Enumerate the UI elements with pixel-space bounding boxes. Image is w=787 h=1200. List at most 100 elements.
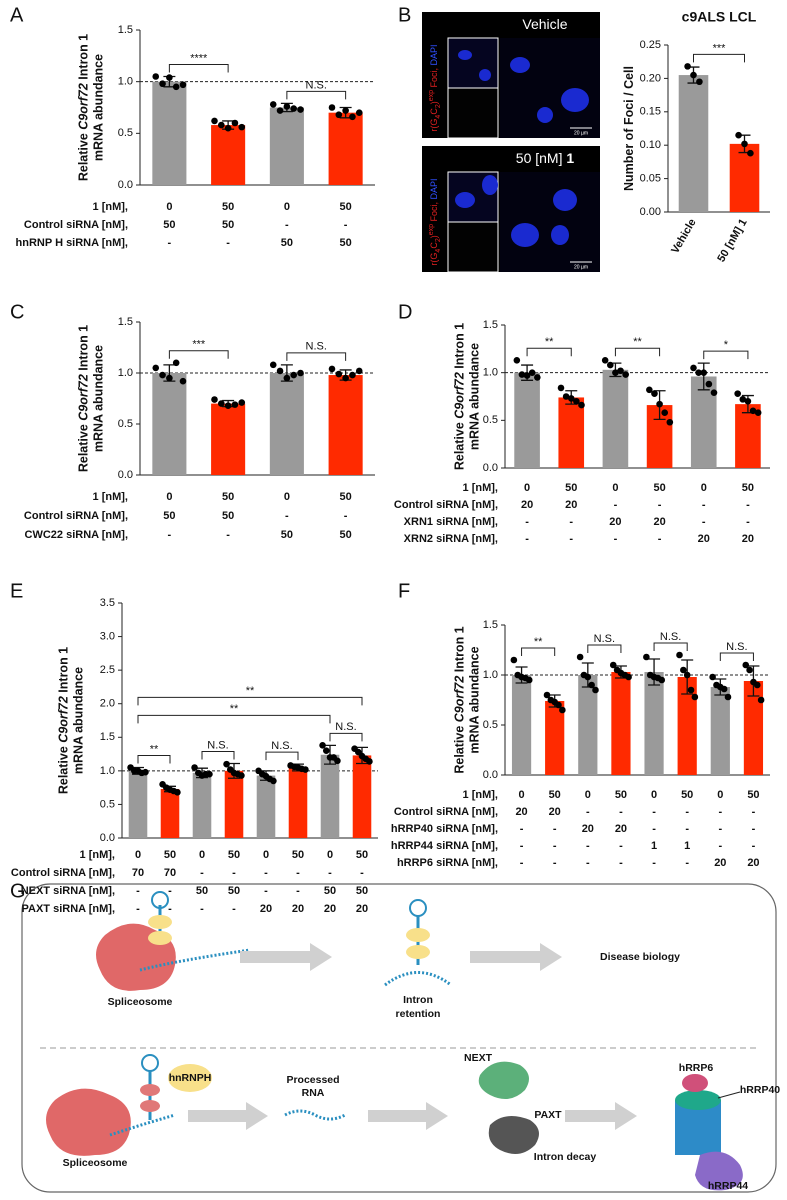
condition-value: - — [264, 885, 268, 897]
condition-value: 50 — [681, 789, 693, 801]
bar — [152, 81, 187, 185]
bar — [352, 755, 372, 838]
condition-value: - — [685, 823, 689, 835]
text-part: C9orf72 — [453, 372, 467, 419]
y-tick-label: 0.15 — [640, 106, 661, 118]
text-part: exp — [428, 90, 435, 101]
condition-value: - — [685, 857, 689, 869]
condition-value: - — [232, 903, 236, 915]
data-point — [646, 386, 653, 394]
y-tick-label: 3.0 — [100, 630, 115, 642]
significance-bracket — [265, 751, 299, 761]
condition-value: 50 — [222, 219, 234, 231]
text-part: C9orf72 — [57, 696, 71, 743]
bar — [602, 369, 629, 468]
data-point — [576, 653, 584, 661]
condition-value: 50 — [228, 885, 240, 897]
condition-value: 0 — [612, 482, 618, 494]
condition-value: - — [614, 533, 618, 545]
data-point — [224, 124, 232, 132]
data-point — [601, 356, 609, 364]
condition-value: - — [658, 499, 662, 511]
micrographs — [422, 12, 600, 273]
significance-label: ** — [534, 636, 543, 648]
data-point — [238, 399, 246, 406]
error-bar — [648, 658, 661, 686]
significance-bracket — [137, 755, 171, 764]
condition-label: hnRNP H siRNA [nM], — [16, 237, 128, 249]
diagram-label: Spliceosome — [108, 996, 173, 1008]
data-point — [700, 369, 708, 376]
y-tick-label: 2.0 — [100, 698, 115, 710]
significance-bracket — [614, 347, 661, 357]
bar — [288, 767, 308, 838]
condition-value: - — [168, 903, 172, 915]
condition-value: - — [569, 516, 573, 528]
bar — [514, 372, 540, 468]
data-point — [159, 80, 166, 88]
condition-label: 1 [nM], — [463, 789, 498, 801]
data-point — [735, 131, 742, 139]
condition-label: 1 [nM], — [463, 482, 498, 494]
text-part: Intron 1 — [453, 626, 467, 675]
image-inset — [447, 221, 499, 273]
data-point — [757, 696, 765, 704]
image-title: Vehicle — [522, 16, 567, 32]
panel-label: E — [10, 580, 23, 602]
bar — [128, 770, 148, 838]
condition-value: - — [702, 516, 706, 528]
condition-value: - — [525, 516, 529, 528]
data-point — [687, 686, 695, 694]
significance-label: N.S. — [726, 641, 747, 653]
y-tick-label: 0.5 — [483, 719, 498, 731]
data-point — [720, 685, 728, 693]
hnrnph-shape — [168, 1064, 212, 1092]
data-point — [622, 371, 629, 378]
text-part: ) — [429, 235, 439, 238]
text-part: r(G — [429, 119, 439, 132]
data-point — [283, 103, 291, 110]
data-point — [724, 693, 732, 701]
condition-value: 20 — [747, 857, 759, 869]
condition-value: 20 — [615, 823, 627, 835]
text-part: Relative — [77, 421, 91, 472]
data-point — [179, 377, 187, 385]
data-point — [534, 374, 541, 381]
condition-value: 1 — [651, 840, 657, 852]
text-part: mRNA abundance — [468, 343, 482, 450]
data-point — [588, 681, 595, 689]
significance-label: ** — [230, 703, 239, 715]
data-point — [658, 676, 666, 684]
condition-value: - — [264, 867, 268, 879]
condition-value: 20 — [653, 516, 665, 528]
data-point — [754, 409, 762, 417]
condition-value: - — [168, 529, 172, 541]
data-point — [617, 367, 624, 375]
condition-value: - — [285, 219, 289, 231]
arrow — [470, 943, 562, 971]
rna-strand — [384, 971, 452, 987]
significance-label: ** — [150, 743, 159, 755]
paxt-shape — [488, 1116, 539, 1154]
bar — [160, 788, 180, 838]
y-tick-label: 0.0 — [483, 462, 498, 474]
rna-strand — [109, 1113, 176, 1137]
data-point — [661, 409, 669, 417]
x-tick-label: Vehicle — [669, 217, 698, 256]
data-point — [523, 372, 531, 379]
nucleus — [553, 189, 577, 211]
condition-value: - — [296, 867, 300, 879]
y-tick-label: 1.5 — [118, 24, 133, 36]
diagram-label: hRRP6 — [679, 1062, 714, 1074]
condition-label: Control siRNA [nM], — [394, 499, 498, 511]
data-point — [683, 671, 691, 679]
condition-value: 0 — [199, 849, 205, 861]
condition-value: 50 — [163, 219, 175, 231]
repeat-blob — [140, 1084, 160, 1096]
data-point — [152, 73, 160, 80]
y-tick-label: 1.0 — [100, 765, 115, 777]
schematic — [21, 883, 777, 1193]
data-point — [174, 789, 181, 796]
data-point — [749, 407, 757, 415]
data-point — [269, 101, 277, 108]
